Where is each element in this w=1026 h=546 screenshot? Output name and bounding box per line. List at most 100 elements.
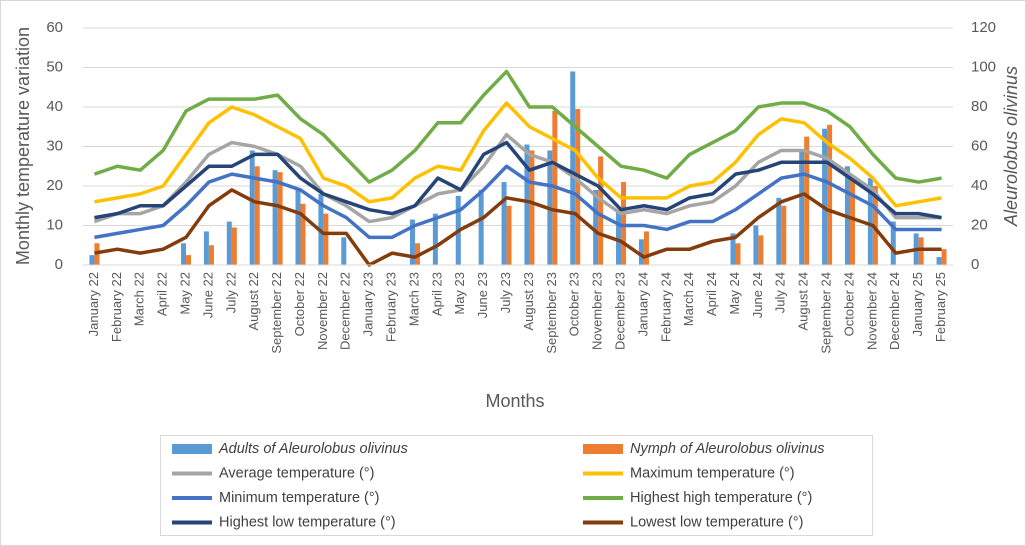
legend-label: Highest high temperature (°) (630, 490, 812, 506)
bar (593, 189, 599, 265)
bar (776, 197, 782, 265)
x-tick-label: September 23 (544, 272, 559, 354)
bar (478, 189, 484, 265)
x-tick-label: February 25 (933, 272, 948, 342)
x-tick-label: April 24 (704, 272, 719, 316)
bar (186, 255, 192, 265)
y-tick-label: 30 (46, 137, 63, 154)
y-tick-label: 0 (55, 256, 63, 273)
legend-swatch (172, 444, 212, 454)
bar (341, 237, 347, 265)
bar (501, 182, 507, 265)
bar (89, 255, 95, 265)
y2-tick-label: 120 (971, 19, 996, 36)
legend-label: Adults of Aleurolobus olivinus (218, 441, 408, 457)
bar (941, 249, 947, 265)
y2-tick-label: 100 (971, 58, 996, 75)
line (94, 188, 942, 267)
legend-label: Nymph of Aleurolobus olivinus (630, 441, 825, 457)
y2-tick-label: 0 (971, 256, 979, 273)
bar (524, 144, 530, 265)
y-tick-label: 10 (46, 216, 63, 233)
bar (890, 221, 896, 265)
bar (203, 231, 209, 265)
bar (735, 243, 741, 265)
line (93, 69, 942, 184)
x-tick-label: November 22 (315, 272, 330, 350)
x-tick-label: August 22 (246, 272, 261, 331)
x-tick-label: February 22 (109, 272, 124, 342)
bar (323, 213, 329, 265)
line (93, 132, 942, 224)
x-tick-label: April 23 (429, 272, 444, 316)
legend-box (160, 435, 873, 536)
bar (616, 209, 622, 265)
bar (827, 124, 833, 266)
bar (277, 172, 283, 265)
y2-tick-label: 40 (971, 177, 988, 194)
bar (867, 178, 873, 265)
x-tick-label: September 24 (819, 272, 834, 354)
bar (822, 128, 828, 265)
y-axis-title: Monthly temperature variation (13, 27, 33, 265)
y-tick-label: 60 (46, 19, 63, 36)
bar (643, 231, 649, 265)
x-tick-label: December 22 (338, 272, 353, 350)
x-axis-title: Months (485, 391, 544, 411)
y2-tick-label: 60 (971, 137, 988, 154)
x-tick-label: August 23 (521, 272, 536, 331)
bar (300, 203, 306, 265)
bar (753, 225, 759, 265)
bar (506, 205, 512, 265)
bar (254, 166, 260, 265)
y2-tick-label: 20 (971, 216, 988, 233)
x-tick-label: July 23 (498, 272, 513, 313)
line (94, 140, 942, 220)
x-tick-label: July 22 (223, 272, 238, 313)
line (94, 101, 942, 208)
bar (529, 150, 535, 265)
bar (432, 213, 438, 265)
x-tick-label: August 24 (796, 272, 811, 331)
bar (570, 71, 576, 265)
bar (181, 243, 187, 265)
x-tick-label: June 24 (750, 272, 765, 318)
x-tick-label: March 24 (681, 272, 696, 326)
bar (918, 237, 924, 265)
x-tick-label: November 23 (590, 272, 605, 350)
x-tick-label: June 23 (475, 272, 490, 318)
x-tick-label: May 24 (727, 272, 742, 315)
bar (758, 235, 764, 265)
x-tick-label: June 22 (200, 272, 215, 318)
bar (226, 221, 232, 265)
x-tick-label: March 23 (406, 272, 421, 326)
bar (598, 156, 604, 265)
bar (804, 136, 810, 265)
x-tick-label: January 22 (86, 272, 101, 336)
x-tick-label: May 23 (452, 272, 467, 315)
legend-label: Average temperature (°) (219, 465, 374, 481)
bar (781, 205, 787, 265)
y2-axis-title: Aleurolobus olivinus (1001, 66, 1021, 227)
x-tick-label: September 22 (269, 272, 284, 354)
x-tick-label: February 24 (658, 272, 673, 342)
legend-swatch (583, 444, 623, 454)
x-tick-label: October 22 (292, 272, 307, 336)
bar (621, 182, 627, 265)
bar (208, 245, 214, 265)
x-tick-label: March 22 (132, 272, 147, 326)
x-tick-label: December 24 (887, 272, 902, 350)
x-tick-label: May 22 (177, 272, 192, 315)
bar (936, 257, 942, 265)
bar (730, 233, 736, 265)
bar (272, 170, 278, 265)
bar (231, 227, 237, 265)
y2-tick-label: 80 (971, 98, 988, 115)
line (94, 164, 942, 240)
bar (295, 189, 301, 265)
x-tick-label: April 22 (155, 272, 170, 316)
y-tick-label: 40 (46, 98, 63, 115)
y-tick-label: 20 (46, 177, 63, 194)
legend-label: Highest low temperature (°) (219, 514, 396, 530)
